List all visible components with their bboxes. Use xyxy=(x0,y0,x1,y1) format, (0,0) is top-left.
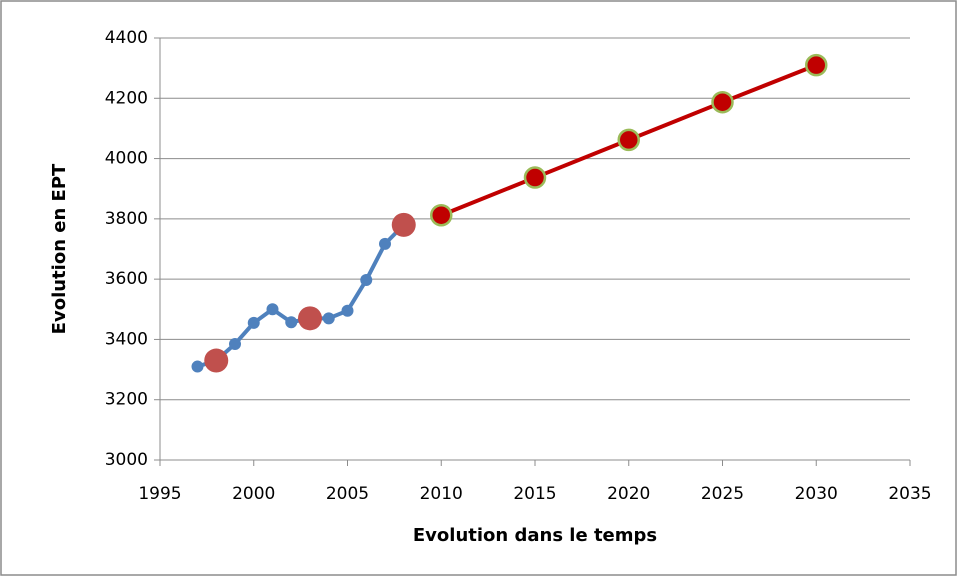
x-tick-label: 2005 xyxy=(326,484,369,504)
data-point xyxy=(391,212,416,237)
y-tick-label: 3400 xyxy=(105,329,148,349)
data-point xyxy=(379,237,391,250)
data-point xyxy=(191,360,204,373)
data-point xyxy=(229,337,241,350)
x-tick-label: 2030 xyxy=(795,484,838,504)
data-point xyxy=(430,203,453,227)
data-point xyxy=(805,53,828,77)
y-tick-label: 3600 xyxy=(105,269,148,289)
data-point xyxy=(298,306,322,331)
x-tick-label: 2020 xyxy=(607,484,650,504)
y-tick-label: 4400 xyxy=(105,28,148,48)
y-tick-label: 3800 xyxy=(105,209,148,229)
data-point xyxy=(360,274,373,287)
data-point xyxy=(285,316,298,329)
y-tick-label: 3000 xyxy=(105,450,148,470)
data-point xyxy=(204,348,229,373)
data-point xyxy=(711,90,734,114)
y-axis-label: Evolution en EPT xyxy=(49,163,70,334)
x-tick-label: 1995 xyxy=(138,484,181,504)
data-point xyxy=(341,304,354,317)
x-axis-label: Evolution dans le temps xyxy=(413,525,657,546)
x-tick-label: 2010 xyxy=(420,484,463,504)
x-tick-label: 2000 xyxy=(232,484,275,504)
y-tick-label: 4200 xyxy=(105,88,148,108)
data-point xyxy=(617,128,640,152)
data-point xyxy=(247,316,260,329)
y-tick-label: 3200 xyxy=(105,390,148,410)
x-tick-label: 2025 xyxy=(701,484,744,504)
x-tick-label: 2035 xyxy=(888,484,931,504)
x-tick-label: 2015 xyxy=(513,484,556,504)
y-tick-label: 4000 xyxy=(105,149,148,169)
data-point xyxy=(523,166,547,189)
data-point xyxy=(266,303,279,316)
data-point xyxy=(322,312,335,325)
